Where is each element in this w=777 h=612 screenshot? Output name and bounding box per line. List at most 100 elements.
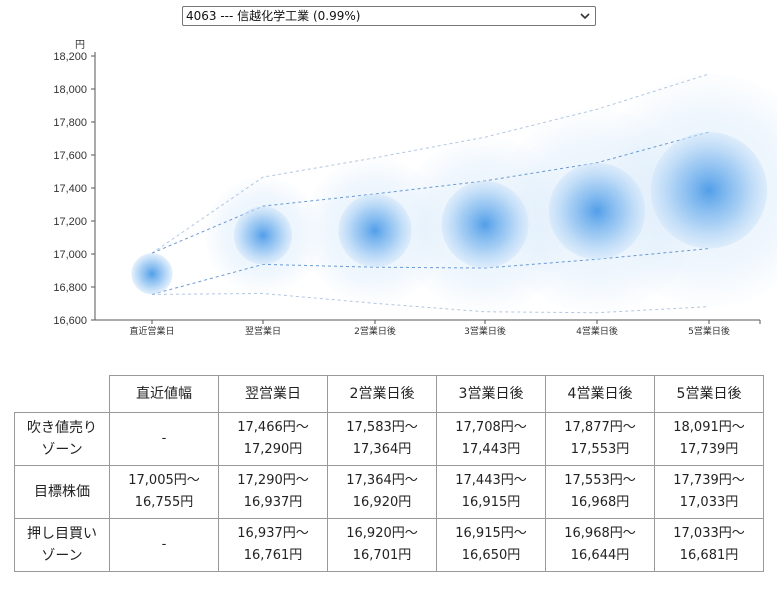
table-cell: 16,968円〜 16,644円: [545, 518, 655, 572]
cell-line: 17,364円: [352, 442, 412, 457]
cell-line: 16,968円〜: [564, 526, 636, 541]
cell-line: 16,761円: [243, 548, 303, 563]
cell-line: 17,877円〜: [564, 420, 636, 435]
row-label: 目標株価: [14, 465, 110, 519]
row-label-line: ゾーン: [41, 442, 83, 458]
inner-bubble: [650, 132, 768, 249]
chevron-down-icon: [580, 13, 590, 20]
cell-line: 17,005円〜: [128, 473, 200, 488]
row-label: 押し目買い ゾーン: [14, 518, 110, 572]
table-row: 目標株価 17,005円〜 16,755円 17,290円〜 16,937円 17,364…: [14, 465, 764, 519]
forecast-table: 直近値幅 翌営業日 2営業日後 3営業日後 4営業日後 5営業日後 吹き値売りゾ…: [14, 375, 764, 572]
inner-bubble: [131, 253, 173, 295]
cell-line: 17,364円〜: [346, 473, 418, 488]
cell-line: 17,553円: [570, 442, 630, 457]
cell-line: 17,443円〜: [455, 473, 527, 488]
cell-line: 17,708円〜: [455, 420, 527, 435]
cell-line: 17,033円〜: [673, 526, 745, 541]
cell-line: 17,443円: [461, 442, 521, 457]
cell-line: 16,937円〜: [237, 526, 309, 541]
forecast-bubble-chart: 16,600 16,800 17,000 17,200 17,400 17,600 17,8…: [53, 40, 777, 337]
cell-line: 17,739円〜: [673, 473, 745, 488]
cell-line: 17,033円: [679, 495, 739, 510]
x-tick-label: 直近営業日: [129, 325, 174, 337]
y-tick-label: 16,800: [53, 282, 87, 294]
cell-line: 17,290円: [243, 442, 303, 457]
stock-select-value: 4063 --- 信越化学工業 (0.99%): [186, 9, 361, 23]
table-header-row: 直近値幅 翌営業日 2営業日後 3営業日後 4営業日後 5営業日後: [14, 375, 764, 413]
table-header: 翌営業日: [218, 375, 328, 413]
cell-line: 16,755円: [134, 495, 194, 510]
y-tick-label: 17,400: [53, 183, 87, 195]
cell-line: 16,915円〜: [455, 526, 527, 541]
table-cell: 17,466円〜 17,290円: [218, 412, 328, 466]
cell-line: 17,466円〜: [237, 420, 309, 435]
table-cell: 16,915円〜 16,650円: [436, 518, 546, 572]
cell-line: 17,290円〜: [237, 473, 309, 488]
cell-line: 17,553円〜: [564, 473, 636, 488]
row-label-line: ゾーン: [41, 548, 83, 564]
row-label-line: 目標株価: [34, 484, 90, 500]
inner-bubble: [338, 193, 412, 268]
inner-bubble: [233, 206, 293, 265]
table-cell: 17,583円〜 17,364円: [327, 412, 437, 466]
y-tick-label: 18,000: [53, 84, 87, 96]
cell-line: 16,920円〜: [346, 526, 418, 541]
y-tick-label: 17,800: [53, 117, 87, 129]
table-cell: 17,290円〜 16,937円: [218, 465, 328, 519]
cell-line: 16,915円: [461, 495, 521, 510]
table-row: 押し目買い ゾーン -16,937円〜 16,761円 16,920円〜 16,701円 1…: [14, 518, 764, 572]
y-tick-label: 17,600: [53, 150, 87, 162]
row-label: 吹き値売り ゾーン: [14, 412, 110, 466]
cell-line: 16,681円: [679, 548, 739, 563]
cell-line: 16,644円: [570, 548, 630, 563]
cell-line: 16,937円: [243, 495, 303, 510]
table-cell: 17,553円〜 16,968円: [545, 465, 655, 519]
x-tick-label: 2営業日後: [354, 325, 396, 337]
table-cell: 17,443円〜 16,915円: [436, 465, 546, 519]
cell-line: 16,920円: [352, 495, 412, 510]
table-cell: 17,005円〜 16,755円: [109, 465, 219, 519]
inner-bubble: [441, 180, 529, 269]
table-cell: 17,877円〜 17,553円: [545, 412, 655, 466]
table-cell: 16,937円〜 16,761円: [218, 518, 328, 572]
table-header: 3営業日後: [436, 375, 546, 413]
table-header: 2営業日後: [327, 375, 437, 413]
y-tick-label: 16,600: [53, 315, 87, 327]
y-unit-label: 円: [75, 40, 85, 51]
outer-lower-line: [151, 292, 710, 314]
x-tick-label: 翌営業日: [245, 325, 281, 337]
table-cell: -: [109, 412, 219, 466]
stock-select[interactable]: 4063 --- 信越化学工業 (0.99%): [182, 6, 596, 26]
inner-range-layer: [131, 132, 768, 295]
band-lines-layer: [151, 73, 710, 314]
table-row: 吹き値売り ゾーン -17,466円〜 17,290円 17,583円〜 17,364円 1…: [14, 412, 764, 466]
table-cell: 18,091円〜 17,739円: [654, 412, 764, 466]
cell-line: 18,091円〜: [673, 420, 745, 435]
table-cell: 17,033円〜 16,681円: [654, 518, 764, 572]
row-label-line: 吹き値売り: [27, 420, 97, 436]
x-tick-label: 3営業日後: [464, 325, 506, 337]
table-header: 4営業日後: [545, 375, 655, 413]
inner-lower-line: [151, 248, 710, 295]
table-cell: 17,708円〜 17,443円: [436, 412, 546, 466]
cell-line: 16,968円: [570, 495, 630, 510]
cell-line: -: [161, 537, 167, 552]
y-tick-label: 18,200: [53, 51, 87, 63]
y-tick-label: 17,000: [53, 249, 87, 261]
cell-line: -: [161, 431, 167, 446]
stock-select-wrap: 4063 --- 信越化学工業 (0.99%): [182, 6, 596, 26]
y-tick-label: 17,200: [53, 216, 87, 228]
table-corner: [14, 375, 110, 413]
table-cell: -: [109, 518, 219, 572]
cell-line: 17,739円: [679, 442, 739, 457]
table-header: 直近値幅: [109, 375, 219, 413]
inner-bubble: [548, 162, 646, 260]
x-tick-label: 5営業日後: [688, 325, 730, 337]
cell-line: 16,701円: [352, 548, 412, 563]
x-tick-label: 4営業日後: [576, 325, 618, 337]
cell-line: 16,650円: [461, 548, 521, 563]
table-cell: 16,920円〜 16,701円: [327, 518, 437, 572]
cell-line: 17,583円〜: [346, 420, 418, 435]
inner-upper-line: [151, 131, 710, 254]
